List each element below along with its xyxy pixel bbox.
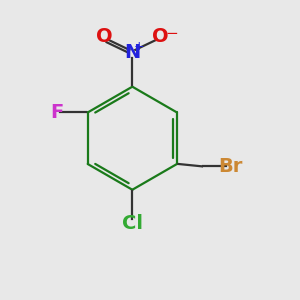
Text: O: O (152, 27, 169, 46)
Text: F: F (50, 103, 63, 122)
Text: O: O (96, 27, 113, 46)
Text: Br: Br (218, 157, 242, 176)
Text: −: − (165, 26, 178, 41)
Text: N: N (124, 43, 140, 62)
Text: Cl: Cl (122, 214, 143, 233)
Text: +: + (134, 40, 144, 53)
